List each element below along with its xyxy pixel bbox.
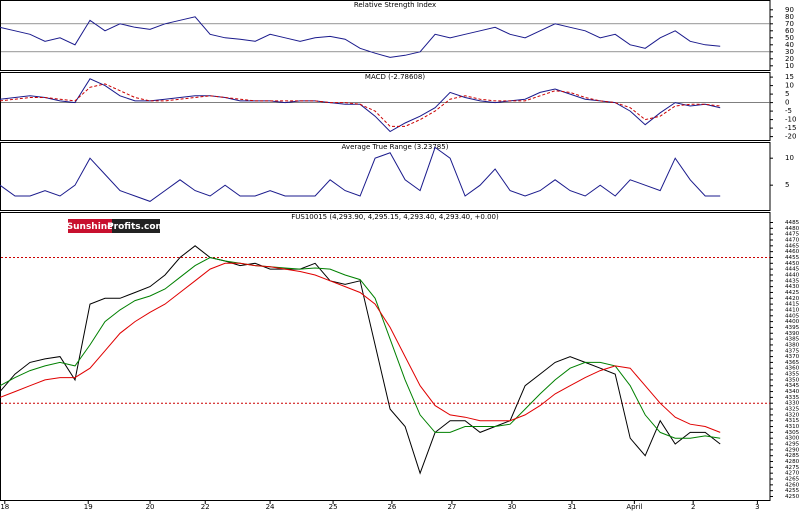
y-tick-label: 30	[785, 48, 794, 56]
x-tick-label: 3	[755, 503, 759, 511]
y-tick-label: 10	[785, 82, 794, 90]
x-tick-label: 2	[691, 503, 695, 511]
y-tick-label: 4445	[785, 267, 800, 273]
y-tick-label: 4320	[785, 412, 800, 418]
y-tick-label: 4275	[785, 465, 800, 471]
y-tick-label: -15	[785, 124, 796, 132]
y-tick-label: 4440	[785, 272, 800, 278]
y-tick-label: 50	[785, 34, 794, 42]
y-tick-label: 4475	[785, 232, 800, 238]
y-tick-label: 4405	[785, 313, 800, 319]
logo-right-bg	[112, 219, 160, 233]
y-tick-label: 4390	[785, 331, 800, 337]
y-tick-label: 4250	[785, 494, 800, 500]
panel-title: FUS10015 (4,293.90, 4,295.15, 4,293.40, …	[291, 213, 499, 221]
y-tick-label: 4370	[785, 354, 800, 360]
y-tick-label: 4310	[785, 424, 800, 430]
y-tick-label: 4430	[785, 284, 800, 290]
x-tick-label: 25	[329, 503, 338, 511]
x-tick-label: 30	[507, 503, 516, 511]
y-tick-label: 4300	[785, 436, 800, 442]
y-tick-label: -20	[785, 133, 796, 141]
y-tick-label: 60	[785, 27, 794, 35]
y-tick-label: 4410	[785, 307, 800, 313]
y-tick-label: 4345	[785, 383, 800, 389]
series-line	[0, 146, 721, 202]
x-tick-label: 19	[84, 503, 93, 511]
y-tick-label: 15	[785, 73, 794, 81]
y-tick-label: 4375	[785, 348, 800, 354]
series-line	[0, 16, 721, 58]
panel-frame	[0, 0, 771, 71]
y-tick-label: 4285	[785, 453, 800, 459]
panel-frame	[0, 72, 771, 141]
y-tick-label: 4415	[785, 302, 800, 308]
y-tick-label: 4395	[785, 325, 800, 331]
y-tick-label: 40	[785, 41, 794, 49]
logo-left-bg	[68, 219, 112, 233]
y-tick-label: 90	[785, 6, 794, 14]
y-tick-label: 5	[785, 90, 789, 98]
panel-title: Relative Strength Index	[354, 1, 436, 9]
y-tick-label: 4360	[785, 366, 800, 372]
x-tick-label: 26	[387, 503, 396, 511]
y-tick-label: 4335	[785, 395, 800, 401]
panel-title: MACD (-2.78608)	[365, 73, 425, 81]
y-tick-label: 4340	[785, 389, 800, 395]
y-tick-label: 80	[785, 13, 794, 21]
y-tick-label: 10	[785, 154, 794, 162]
y-tick-label: 70	[785, 20, 794, 28]
y-tick-label: 5	[785, 181, 789, 189]
y-tick-label: 0	[785, 99, 789, 107]
y-tick-label: 4305	[785, 430, 800, 436]
y-tick-label: 4435	[785, 278, 800, 284]
logo-left: Sunshine	[67, 222, 114, 232]
y-tick-label: 4290	[785, 447, 800, 453]
x-tick-label: April	[626, 503, 642, 511]
y-tick-label: 4365	[785, 360, 800, 366]
panel-title: Average True Range (3.23785)	[342, 143, 449, 151]
y-tick-label: 4460	[785, 249, 800, 255]
x-tick-label: 18	[0, 503, 9, 511]
y-tick-label: 4455	[785, 255, 800, 261]
panel-frame	[0, 142, 771, 211]
series-line	[0, 256, 721, 439]
series-line	[0, 245, 721, 475]
y-tick-label: 4485	[785, 220, 800, 226]
y-tick-label: 4350	[785, 377, 800, 383]
y-tick-label: 4400	[785, 319, 800, 325]
y-tick-label: 4420	[785, 296, 800, 302]
y-tick-label: 20	[785, 55, 794, 63]
x-tick-label: 20	[146, 503, 155, 511]
y-tick-label: 4265	[785, 477, 800, 483]
y-tick-label: 4450	[785, 261, 800, 267]
logo-right: Profits.com	[107, 222, 165, 232]
series-line	[0, 262, 721, 433]
y-tick-label: 4295	[785, 442, 800, 448]
y-tick-label: 4385	[785, 337, 800, 343]
x-tick-label: 31	[567, 503, 576, 511]
y-tick-label: 4330	[785, 401, 800, 407]
x-tick-label: 27	[447, 503, 456, 511]
x-tick-label: 22	[201, 503, 210, 511]
y-tick-label: 4465	[785, 243, 800, 249]
y-tick-label: 4325	[785, 407, 800, 413]
y-tick-label: 4470	[785, 237, 800, 243]
y-tick-label: 4280	[785, 459, 800, 465]
y-tick-label: 4270	[785, 471, 800, 477]
y-tick-label: 4380	[785, 342, 800, 348]
series-line	[0, 83, 721, 127]
x-tick-label: 24	[266, 503, 275, 511]
y-tick-label: 4315	[785, 418, 800, 424]
y-tick-label: 4255	[785, 488, 800, 494]
y-tick-label: 4480	[785, 226, 800, 232]
y-tick-label: -10	[785, 116, 796, 124]
y-tick-label: 4260	[785, 482, 800, 488]
y-tick-label: 10	[785, 62, 794, 70]
y-tick-label: 4425	[785, 290, 800, 296]
y-tick-label: 4355	[785, 372, 800, 378]
y-tick-label: -5	[785, 107, 792, 115]
